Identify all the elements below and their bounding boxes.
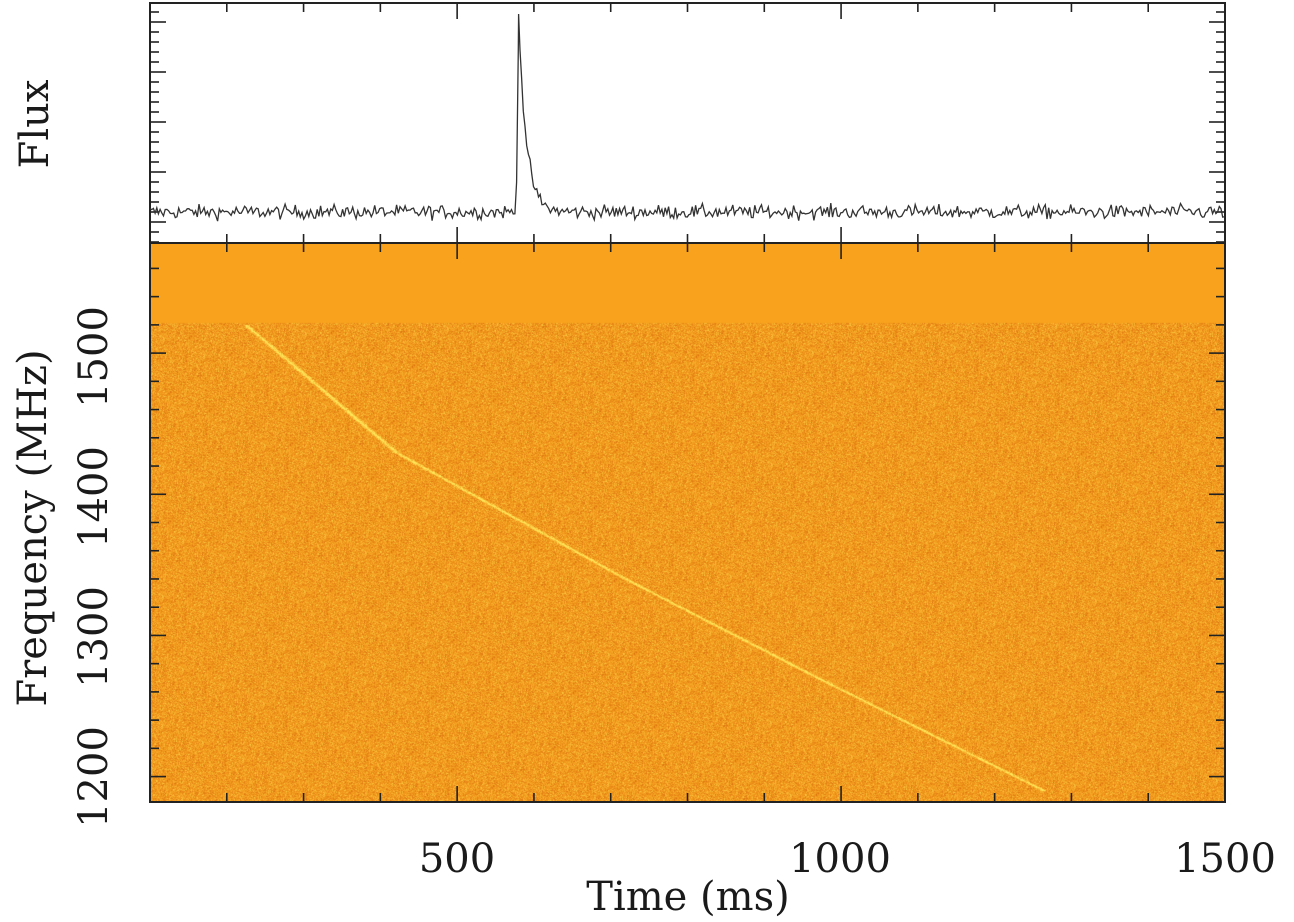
flux-axis-title: Flux [12, 79, 58, 168]
x-tick-label-1500: 1500 [1174, 836, 1276, 882]
y-tick-label-1400: 1400 [71, 446, 117, 548]
dynamic-spectrum-panel: 1200 1300 1400 1500 Frequency (MHz) 500 … [10, 242, 1276, 920]
x-tick-label-1000: 1000 [789, 836, 891, 882]
flux-ticks [149, 3, 1226, 243]
x-axis-title: Time (ms) [586, 874, 789, 920]
y-tick-label-1200: 1200 [71, 726, 117, 828]
y-tick-label-1500: 1500 [71, 306, 117, 408]
flux-series-line [149, 13, 1225, 223]
y-tick-label-1300: 1300 [71, 586, 117, 688]
dynamic-spectrum-image [150, 243, 1225, 802]
x-tick-label-500: 500 [419, 836, 495, 882]
flux-panel: Flux [12, 2, 1226, 244]
spectrum-ticks [149, 243, 1226, 802]
y-axis-title: Frequency (MHz) [10, 349, 56, 706]
flux-plot-frame [149, 2, 1226, 244]
